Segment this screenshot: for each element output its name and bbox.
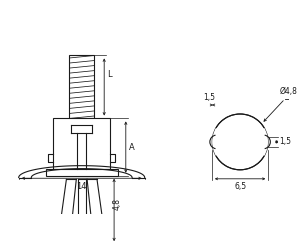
Text: 1,5: 1,5 <box>203 93 215 102</box>
Text: 14: 14 <box>76 182 87 191</box>
Text: A: A <box>129 143 135 152</box>
Wedge shape <box>212 128 240 156</box>
Text: Ø4,8: Ø4,8 <box>280 87 298 96</box>
Text: L: L <box>107 70 112 79</box>
Circle shape <box>212 114 268 170</box>
Wedge shape <box>240 128 268 156</box>
Bar <box>46 169 118 176</box>
Bar <box>53 119 110 169</box>
Text: 6,5: 6,5 <box>234 183 246 191</box>
Text: 4,8: 4,8 <box>113 198 122 210</box>
Bar <box>69 56 94 119</box>
Text: 1,5: 1,5 <box>279 137 291 146</box>
